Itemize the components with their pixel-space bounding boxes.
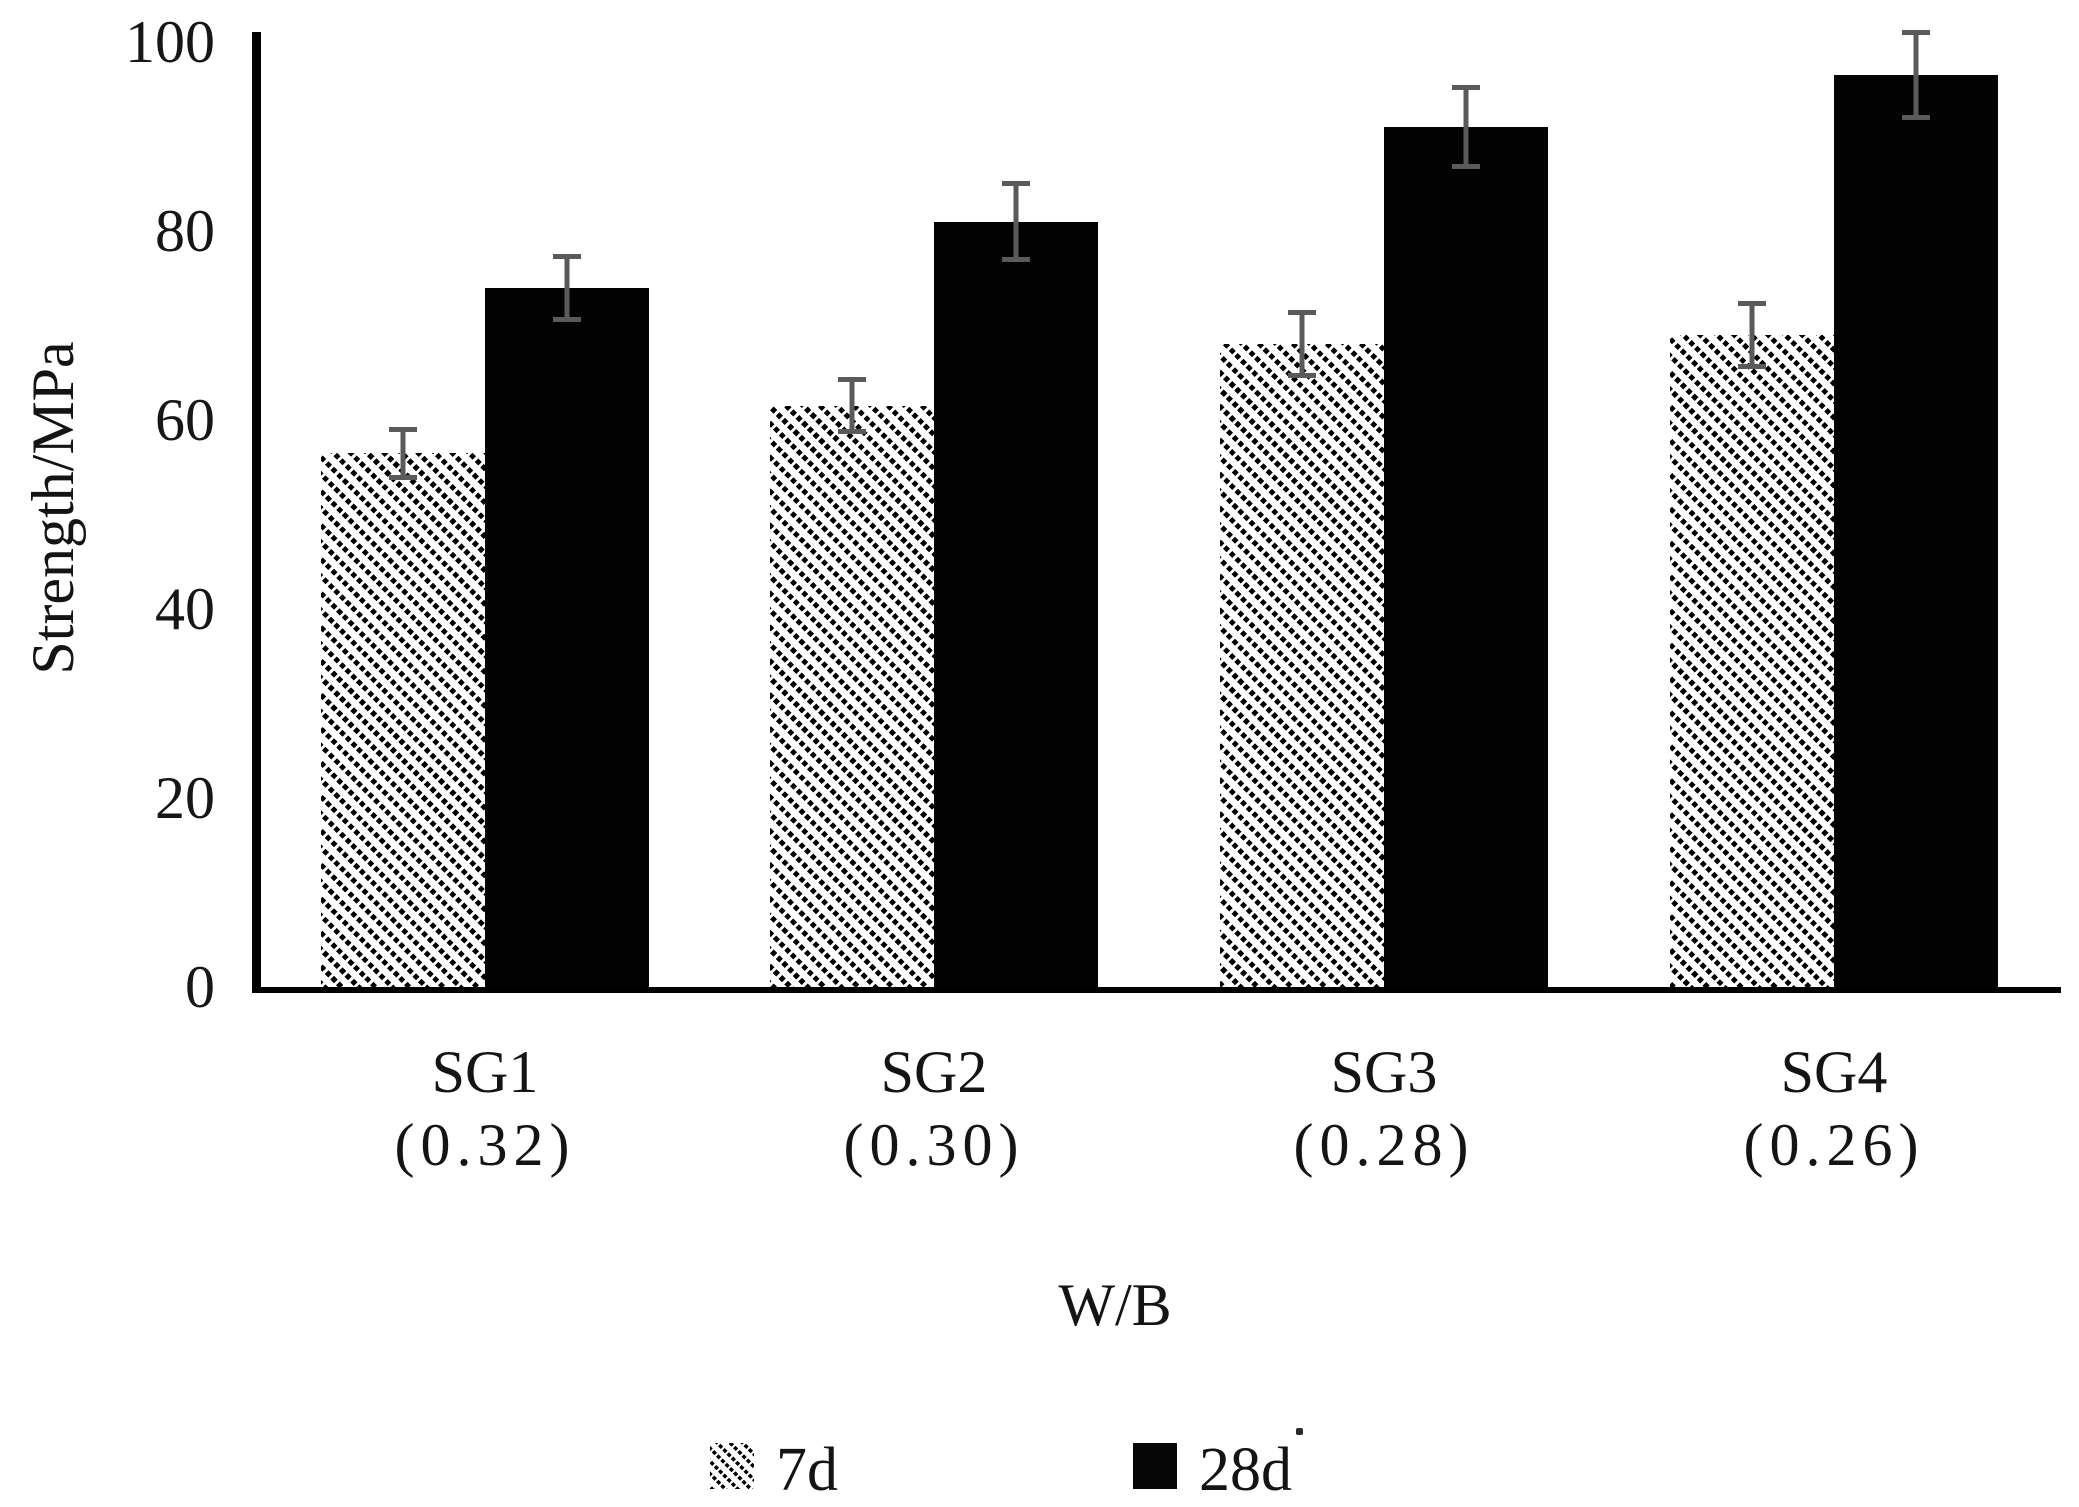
- error-bar-cap: [553, 253, 581, 259]
- error-bar-cap: [1452, 85, 1480, 91]
- y-tick-label-20: 20: [155, 765, 215, 831]
- error-bar-28d-sg3: [1452, 85, 1480, 169]
- category-label-sg4: SG4 (0.26): [1634, 1036, 2034, 1182]
- x-axis-title: W/B: [1058, 1272, 1172, 1338]
- y-axis-line: [252, 32, 261, 993]
- error-bar-cap: [838, 377, 866, 383]
- error-bar-stem: [1013, 180, 1019, 263]
- legend-label: 7d: [776, 1436, 838, 1504]
- category-name: SG1: [431, 1039, 539, 1105]
- y-tick-label-80: 80: [155, 198, 215, 264]
- error-bar-28d-sg2: [1002, 180, 1030, 263]
- category-wb-ratio: (0.26): [1743, 1112, 1925, 1178]
- error-bar-stem: [1749, 300, 1755, 369]
- bar-28d-sg3: [1384, 127, 1548, 987]
- category-label-sg3: SG3 (0.28): [1184, 1036, 1584, 1182]
- error-bar-7d-sg1: [389, 426, 417, 480]
- category-name: SG3: [1330, 1039, 1438, 1105]
- category-label-sg1: SG1 (0.32): [285, 1036, 685, 1182]
- error-bar-cap: [1902, 115, 1930, 121]
- error-bar-28d-sg4: [1902, 29, 1930, 121]
- error-bar-7d-sg2: [838, 377, 866, 435]
- error-bar-cap: [1902, 29, 1930, 35]
- category-label-sg2: SG2 (0.30): [734, 1036, 1134, 1182]
- bar-28d-sg2: [934, 221, 1098, 987]
- category-wb-ratio: (0.32): [394, 1112, 576, 1178]
- bar-7d-sg4: [1670, 334, 1834, 987]
- error-bar-cap: [1452, 163, 1480, 169]
- error-bar-stem: [1463, 85, 1469, 169]
- x-axis-line: [252, 987, 2061, 993]
- error-bar-cap: [1002, 257, 1030, 263]
- bar-28d-sg1: [485, 287, 649, 987]
- y-axis-title: Strength/MPa: [20, 341, 86, 675]
- bar-7d-sg2: [770, 405, 934, 987]
- solid-swatch-icon: [1133, 1443, 1177, 1489]
- y-tick-label-100: 100: [125, 9, 215, 75]
- hatch-swatch-icon: [710, 1443, 754, 1489]
- error-bar-stem: [849, 377, 855, 435]
- y-tick-label-60: 60: [155, 387, 215, 453]
- y-tick-label-40: 40: [155, 576, 215, 642]
- error-bar-cap: [838, 429, 866, 435]
- error-bar-28d-sg1: [553, 253, 581, 322]
- category-name: SG2: [880, 1039, 988, 1105]
- error-bar-stem: [400, 426, 406, 480]
- image-noise-speck: [1296, 1428, 1303, 1435]
- legend-label: 28d: [1199, 1436, 1292, 1504]
- bar-7d-sg1: [321, 453, 485, 987]
- error-bar-stem: [564, 253, 570, 322]
- error-bar-7d-sg4: [1738, 300, 1766, 369]
- error-bar-cap: [1288, 373, 1316, 379]
- category-name: SG4: [1780, 1039, 1888, 1105]
- error-bar-cap: [1288, 310, 1316, 316]
- error-bar-cap: [1738, 363, 1766, 369]
- error-bar-cap: [1002, 180, 1030, 186]
- category-wb-ratio: (0.28): [1293, 1112, 1475, 1178]
- y-tick-label-0: 0: [185, 954, 215, 1020]
- error-bar-stem: [1913, 29, 1919, 121]
- error-bar-stem: [1299, 310, 1305, 379]
- error-bar-cap: [389, 474, 417, 480]
- error-bar-cap: [389, 426, 417, 432]
- error-bar-cap: [553, 316, 581, 322]
- error-bar-cap: [1738, 300, 1766, 306]
- bar-28d-sg4: [1834, 75, 1998, 987]
- bar-7d-sg3: [1220, 344, 1384, 987]
- category-wb-ratio: (0.30): [843, 1112, 1025, 1178]
- error-bar-7d-sg3: [1288, 310, 1316, 379]
